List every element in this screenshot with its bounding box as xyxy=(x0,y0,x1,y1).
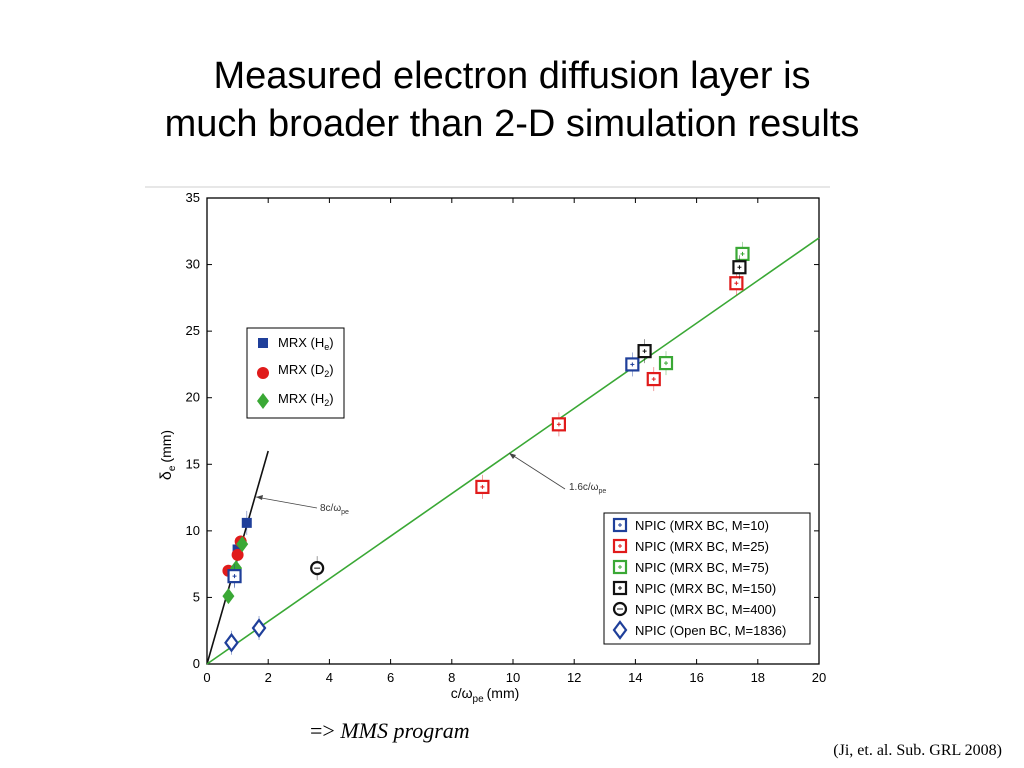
slide-title-line-1: Measured electron diffusion layer is xyxy=(213,55,811,97)
legend-lower-label: NPIC (MRX BC, M=10) xyxy=(635,518,769,533)
x-tick-label: 20 xyxy=(812,670,826,685)
x-tick-label: 4 xyxy=(326,670,333,685)
slide-title-line-2: much broader than 2-D simulation results xyxy=(164,103,860,145)
annotation-8c: 8c/ωpe xyxy=(255,495,349,516)
data-point xyxy=(231,548,244,561)
legend-lower-label: NPIC (MRX BC, M=400) xyxy=(635,602,776,617)
legend-circle-filled-marker xyxy=(257,367,269,379)
y-tick-label: 15 xyxy=(186,456,200,471)
citation: (Ji, et. al. Sub. GRL 2008) xyxy=(833,742,1002,759)
legend-lower-label: NPIC (MRX BC, M=150) xyxy=(635,581,776,596)
legend-lower-label: NPIC (MRX BC, M=75) xyxy=(635,560,769,575)
mms-note: => MMS program xyxy=(310,718,470,744)
y-tick-label: 0 xyxy=(193,656,200,671)
data-point xyxy=(236,536,249,553)
note-program: MMS program xyxy=(340,718,470,743)
y-tick-label: 20 xyxy=(186,390,200,405)
y-axis-title: δe(mm) xyxy=(158,430,178,480)
annotation-1-6c-label: 1.6c/ωpe xyxy=(569,482,606,495)
legend-lower-label: NPIC (MRX BC, M=25) xyxy=(635,539,769,554)
legend-upper: MRX (He) MRX (D2) MRX (H2) xyxy=(246,327,345,419)
x-tick-label: 14 xyxy=(628,670,642,685)
y-tick-label: 10 xyxy=(186,523,200,538)
legend-square-filled-marker xyxy=(258,338,268,348)
data-point xyxy=(224,632,239,653)
x-tick-label: 0 xyxy=(203,670,210,685)
legend-lower-label: NPIC (Open BC, M=1836) xyxy=(635,623,786,638)
scatter-chart: 0 2 4 6 8 10 12 14 16 18 20 0 5 10 15 20 25 30 35 c/ωpe (mm… xyxy=(145,186,830,705)
legend-upper-label-3: MRX (H2) xyxy=(278,391,334,408)
y-tick-label: 5 xyxy=(193,589,200,604)
legend-upper-label-2: MRX (D2) xyxy=(278,362,334,379)
annotation-8c-label: 8c/ωpe xyxy=(320,503,349,516)
data-markers xyxy=(222,241,750,655)
x-tick-label: 18 xyxy=(751,670,765,685)
legend-diamond-filled-marker xyxy=(257,393,269,409)
data-point xyxy=(222,588,235,605)
data-point xyxy=(251,618,267,638)
note-arrow: => xyxy=(310,718,335,743)
slide-title: Measured electron diffusion layer is muc… xyxy=(0,52,1024,148)
x-tick-label: 12 xyxy=(567,670,581,685)
y-tick-label: 30 xyxy=(186,257,200,272)
legend-lower-box xyxy=(603,512,811,645)
data-point xyxy=(241,517,252,528)
y-tick-label: 35 xyxy=(186,190,200,205)
x-tick-label: 10 xyxy=(506,670,520,685)
x-tick-label: 2 xyxy=(265,670,272,685)
annotation-1-6c: 1.6c/ωpe xyxy=(508,452,606,495)
line-1-6c-over-wpe xyxy=(206,237,820,665)
y-tick-label: 25 xyxy=(186,323,200,338)
axis-tick-labels: 0 2 4 6 8 10 12 14 16 18 20 0 5 10 15 20 25 30 35 xyxy=(186,190,827,685)
x-tick-label: 6 xyxy=(387,670,394,685)
x-tick-label: 16 xyxy=(689,670,703,685)
legend-lower-marker xyxy=(612,620,628,640)
legend-lower: NPIC (MRX BC, M=10) NPIC (MRX BC, M=25) NP… xyxy=(603,512,811,645)
legend-upper-label-1: MRX (He) xyxy=(278,335,334,352)
x-axis-title: c/ωpe (mm) xyxy=(451,685,520,705)
x-tick-label: 8 xyxy=(448,670,455,685)
